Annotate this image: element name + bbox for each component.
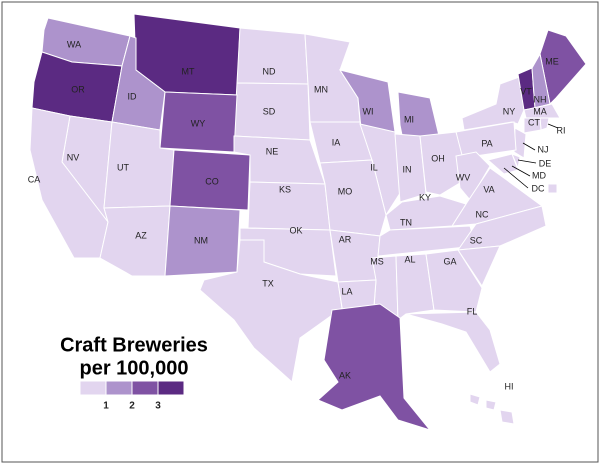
state-label: TX: [262, 278, 274, 288]
state: [457, 245, 501, 288]
state-label: DE: [539, 158, 552, 168]
state-label: HI: [505, 381, 514, 391]
leader-lines: [503, 123, 559, 189]
state-label: NE: [266, 146, 279, 156]
state-label: VA: [483, 184, 494, 194]
legend: 1 2 3: [79, 380, 185, 412]
state-label: VT: [520, 86, 532, 96]
state-label: MN: [314, 84, 328, 94]
state-label: IN: [403, 164, 412, 174]
leader-line: [517, 159, 537, 164]
state-label: OH: [431, 153, 445, 163]
legend-tick-label: 2: [129, 401, 135, 412]
state-label: DC: [532, 183, 545, 193]
leader-line: [547, 123, 559, 129]
state-label: MD: [532, 170, 546, 180]
state-label: KS: [279, 184, 291, 194]
state-label: MT: [182, 66, 195, 76]
state: [419, 131, 469, 196]
state: [405, 311, 501, 373]
legend-swatch: [131, 380, 159, 396]
state-label: RI: [557, 125, 566, 135]
state-label: WY: [191, 118, 206, 128]
states: [29, 13, 587, 431]
state: [486, 153, 519, 175]
legend-title: per 100,000: [80, 357, 189, 379]
state-label: NJ: [538, 144, 549, 154]
island: [499, 409, 515, 425]
state-label: WA: [67, 39, 81, 49]
state-label: NY: [503, 106, 516, 116]
state: [547, 183, 558, 194]
state: [469, 393, 481, 406]
state-label: CO: [205, 176, 219, 186]
state-label: MI: [404, 114, 414, 124]
state-label: SD: [263, 106, 276, 116]
leader-line: [522, 142, 536, 151]
state-label: AZ: [135, 230, 147, 240]
state: [456, 205, 547, 251]
legend-swatch: [157, 380, 185, 396]
state-label: AR: [339, 234, 352, 244]
state-label: WV: [456, 172, 471, 182]
state: [394, 133, 427, 203]
state-label: NH: [534, 94, 547, 104]
state-label: FL: [467, 306, 478, 316]
state-label: OK: [289, 225, 302, 235]
state: [523, 117, 542, 134]
state-label: MA: [533, 106, 547, 116]
state-label: NV: [67, 152, 80, 162]
state-label: AL: [404, 254, 415, 264]
state-label: ND: [263, 66, 276, 76]
state-label: PA: [481, 138, 492, 148]
state-label: WI: [363, 106, 374, 116]
state: [169, 149, 251, 211]
state-label: OR: [71, 84, 85, 94]
state-label: MS: [370, 256, 384, 266]
state-label: MO: [338, 186, 353, 196]
state-label: CT: [528, 117, 540, 127]
legend-swatch: [79, 380, 107, 396]
state: [425, 249, 483, 313]
state-label: SC: [470, 235, 483, 245]
state-label: AK: [339, 370, 351, 380]
state: [111, 35, 166, 131]
legend-tick-label: 3: [155, 401, 161, 412]
state: [199, 239, 343, 383]
legend-tick-label: 1: [103, 401, 109, 412]
state-label: ME: [545, 56, 559, 66]
leader-line: [511, 165, 531, 177]
island: [485, 399, 497, 411]
state: [317, 303, 432, 431]
state-label: TN: [400, 217, 412, 227]
legend-swatch: [105, 380, 133, 396]
state-label: IL: [370, 162, 378, 172]
state-label: NC: [476, 209, 489, 219]
state-label: NM: [194, 235, 208, 245]
legend-title: Craft Breweries: [60, 334, 208, 356]
leader-line: [503, 167, 529, 189]
state: [395, 253, 435, 321]
state-label: ID: [128, 91, 138, 101]
state-label: UT: [117, 162, 129, 172]
state-label: LA: [341, 286, 352, 296]
state-label: GA: [443, 256, 456, 266]
state-label: KY: [419, 192, 431, 202]
state: [359, 123, 403, 217]
state-label: CA: [28, 174, 41, 184]
state: [523, 103, 561, 119]
state-label: IA: [332, 137, 341, 147]
